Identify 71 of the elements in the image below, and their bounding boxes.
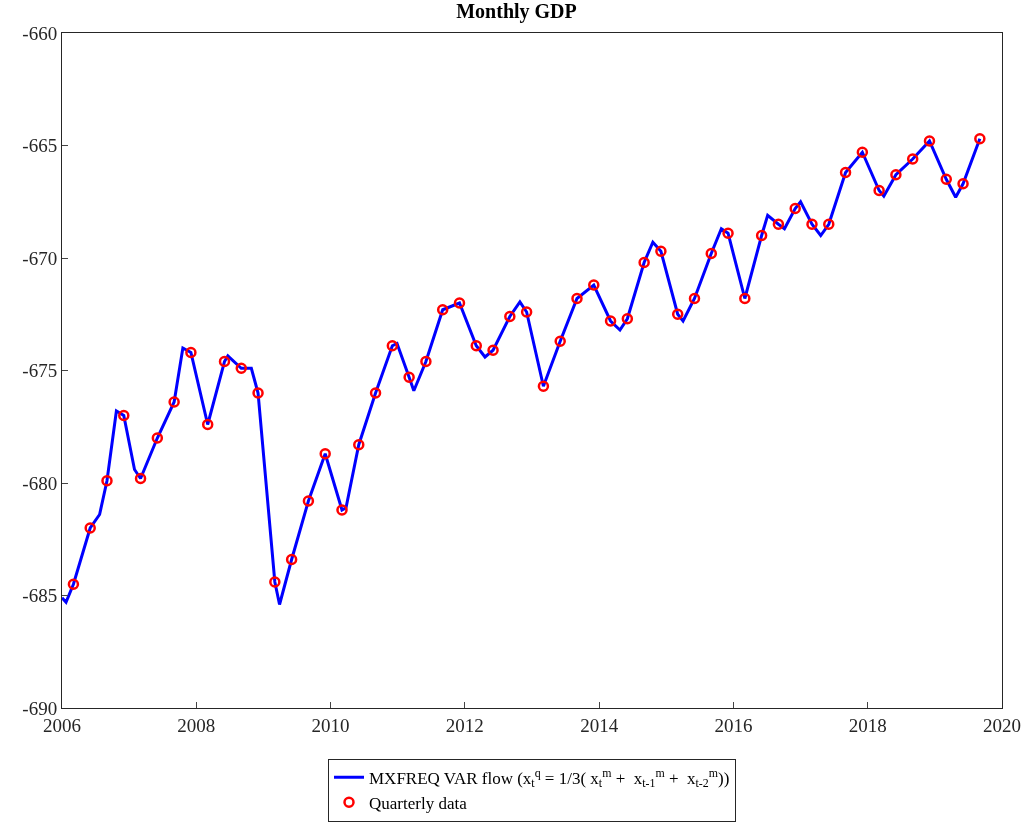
point [823, 218, 835, 230]
legend-label: Quarterly data [369, 793, 468, 813]
point [118, 409, 130, 422]
point [571, 292, 583, 305]
y-tick-label: -680 [22, 472, 58, 494]
point [588, 279, 600, 291]
point [806, 218, 818, 230]
point [856, 146, 869, 158]
point [252, 387, 264, 399]
point [420, 355, 432, 368]
point [453, 297, 466, 309]
point [470, 340, 483, 352]
point [940, 173, 953, 185]
x-tick-label: 2018 [848, 714, 887, 736]
point [436, 304, 449, 316]
point [504, 310, 516, 323]
point [168, 396, 180, 408]
point [235, 362, 248, 374]
point [957, 178, 969, 190]
point [369, 387, 382, 399]
point [319, 448, 331, 460]
x-tick-label: 2016 [714, 714, 753, 736]
point [269, 576, 281, 588]
point [218, 355, 231, 368]
point [134, 472, 147, 485]
point [302, 495, 315, 507]
point [487, 344, 499, 356]
text: MXFREQ VAR flow (x$_{t}$$^{q}$ = 1/3( x$_{t}$$^{m}$ + x$_{t-1}$$^{m}$ + x$_{t-2}$$^{m}$)) [369, 765, 730, 791]
point [873, 184, 885, 197]
x-tick-label: 2014 [580, 714, 619, 736]
point [151, 432, 164, 444]
point [621, 313, 634, 325]
point [705, 247, 718, 260]
point [604, 315, 617, 327]
point [101, 475, 113, 487]
y-tick-label: -660 [22, 22, 58, 44]
point [755, 229, 768, 242]
point [923, 135, 936, 147]
point [890, 169, 902, 181]
point [772, 218, 785, 230]
y-tick-label: -665 [22, 135, 58, 157]
point [638, 256, 650, 269]
point [554, 335, 566, 347]
y-tick-label: -675 [22, 360, 58, 382]
y-tick-label: -670 [22, 247, 58, 269]
point [906, 153, 919, 165]
point [201, 418, 214, 431]
point [974, 133, 986, 145]
chart-title: Monthly GDP [456, 0, 577, 24]
point [386, 340, 399, 352]
x-tick-label: 2008 [177, 714, 216, 736]
point [185, 346, 197, 359]
point [336, 504, 348, 516]
point [84, 522, 96, 534]
point [688, 292, 701, 305]
point [789, 202, 801, 215]
point [655, 245, 667, 257]
x-tick-label: 2010 [311, 714, 350, 736]
x-tick-label: 2012 [445, 714, 484, 736]
point [520, 306, 533, 318]
x-tick-label: 2020 [983, 714, 1021, 736]
point [537, 380, 550, 392]
point [671, 308, 684, 320]
y-tick-label: -685 [22, 585, 58, 607]
point [353, 439, 365, 451]
point [285, 553, 298, 566]
point [839, 166, 852, 179]
point [722, 227, 734, 239]
point [403, 371, 415, 383]
point [67, 578, 80, 590]
point [739, 292, 751, 305]
